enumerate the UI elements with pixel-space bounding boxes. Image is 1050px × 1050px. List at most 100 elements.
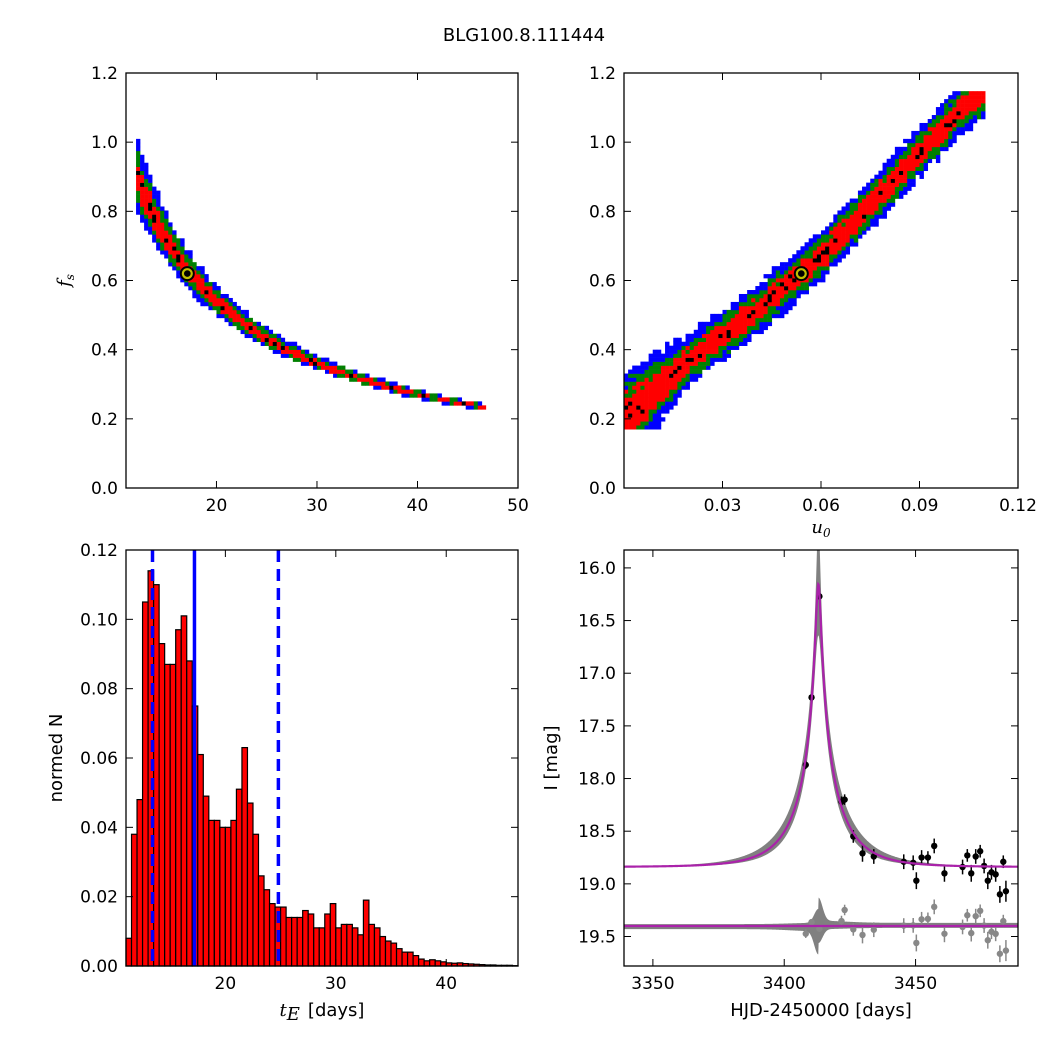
density-cell-blue bbox=[898, 146, 904, 152]
density-cell-black bbox=[172, 246, 177, 251]
density-cell-blue bbox=[693, 329, 699, 335]
density-cell-green bbox=[665, 397, 670, 402]
density-cell-red bbox=[453, 401, 458, 406]
density-cell-red bbox=[964, 111, 970, 116]
density-cell-blue bbox=[669, 349, 674, 354]
density-cell-red bbox=[845, 230, 851, 235]
density-cell-green bbox=[767, 309, 773, 315]
histogram-bar bbox=[158, 642, 166, 967]
density-cell-green bbox=[726, 317, 732, 323]
density-cell-blue bbox=[894, 146, 900, 152]
best-fit-fs-te-center bbox=[184, 270, 191, 277]
density-cell-blue bbox=[759, 329, 764, 335]
density-cell-green bbox=[373, 377, 378, 382]
density-cell-green bbox=[747, 329, 752, 335]
density-cell-red bbox=[268, 341, 274, 346]
histogram-bar bbox=[153, 584, 160, 967]
density-cell-green bbox=[804, 286, 809, 291]
density-cell-green bbox=[136, 158, 141, 164]
density-cell-red bbox=[940, 138, 945, 144]
density-cell-blue bbox=[212, 282, 217, 287]
density-cell-blue bbox=[652, 421, 658, 426]
xlabel-te-rest: [days] bbox=[308, 1000, 365, 1021]
histogram-bar bbox=[202, 795, 210, 967]
density-cell-red bbox=[734, 329, 740, 335]
density-cell-green bbox=[796, 286, 801, 291]
density-cell-red bbox=[624, 425, 629, 430]
density-cell-red bbox=[252, 329, 257, 335]
density-cell-blue bbox=[944, 146, 949, 152]
density-cell-red bbox=[632, 401, 637, 406]
density-cell-red bbox=[927, 146, 933, 152]
density-cell-green bbox=[919, 134, 924, 140]
density-cell-green bbox=[714, 353, 719, 358]
density-cell-green bbox=[644, 369, 649, 374]
density-cell-green bbox=[433, 393, 438, 398]
density-cell-red bbox=[648, 397, 654, 402]
density-cell-red bbox=[841, 218, 846, 223]
density-cell-red bbox=[144, 210, 149, 215]
density-cell-red bbox=[964, 103, 970, 108]
density-cell-red bbox=[381, 385, 386, 390]
density-cell-red bbox=[738, 305, 744, 311]
density-cell-red bbox=[660, 369, 666, 374]
density-cell-blue bbox=[136, 138, 141, 144]
density-cell-blue bbox=[673, 397, 678, 402]
density-cell-green bbox=[172, 258, 177, 263]
density-cell-red bbox=[845, 238, 851, 243]
density-cell-red bbox=[681, 361, 686, 366]
histogram-ytick-label: 0.04 bbox=[80, 818, 118, 838]
density-cell-red bbox=[681, 349, 686, 354]
density-cell-red bbox=[730, 333, 736, 339]
density-cell-blue bbox=[841, 210, 846, 215]
density-cell-red bbox=[172, 250, 177, 255]
density-cell-blue bbox=[775, 305, 781, 311]
density-cell-green bbox=[927, 154, 933, 160]
density-cell-red bbox=[923, 138, 929, 144]
light-curve-xtick-label: 3450 bbox=[894, 974, 937, 994]
density-cell-green bbox=[681, 381, 686, 386]
density-cell-blue bbox=[825, 230, 830, 235]
density-cell-black bbox=[952, 118, 957, 124]
density-cell-green bbox=[636, 373, 641, 378]
density-cell-green bbox=[180, 250, 185, 255]
density-cell-red bbox=[903, 170, 908, 175]
density-cell-red bbox=[401, 389, 406, 394]
density-cell-green bbox=[837, 250, 842, 255]
density-cell-red bbox=[734, 317, 740, 323]
density-cell-green bbox=[853, 202, 859, 207]
density-cell-red bbox=[804, 266, 809, 271]
density-cell-red bbox=[176, 262, 181, 267]
density-cell-red bbox=[956, 107, 961, 112]
density-cell-red bbox=[365, 377, 370, 382]
density-cell-red bbox=[652, 397, 658, 402]
density-cell-green bbox=[935, 118, 941, 124]
xlabel-u0: u0 bbox=[811, 517, 831, 540]
density-cell-blue bbox=[821, 230, 826, 235]
density-cell-red bbox=[681, 373, 686, 378]
density-cell-blue bbox=[152, 238, 157, 243]
density-cell-green bbox=[718, 349, 723, 354]
density-cell-blue bbox=[775, 266, 781, 271]
density-cell-green bbox=[886, 166, 892, 171]
density-cell-blue bbox=[224, 293, 229, 299]
density-cell-red bbox=[481, 405, 487, 410]
density-cell-green bbox=[800, 286, 805, 291]
density-cell-black bbox=[944, 122, 949, 128]
density-cell-blue bbox=[726, 353, 732, 358]
density-cell-blue bbox=[353, 369, 358, 374]
density-cell-red bbox=[636, 385, 641, 390]
histogram-bar bbox=[230, 819, 238, 967]
density-cell-green bbox=[337, 365, 342, 370]
density-cell-red bbox=[701, 349, 707, 354]
data-point bbox=[996, 891, 1004, 898]
density-cell-blue bbox=[792, 301, 797, 307]
density-cell-black bbox=[280, 345, 286, 350]
density-cell-red bbox=[636, 413, 641, 418]
density-cell-blue bbox=[862, 230, 867, 235]
density-cell-red bbox=[172, 254, 177, 259]
density-cell-blue bbox=[890, 158, 896, 164]
light-curve-ytick-label: 16.0 bbox=[578, 559, 616, 579]
fs-te-xtick-label: 40 bbox=[407, 496, 429, 516]
